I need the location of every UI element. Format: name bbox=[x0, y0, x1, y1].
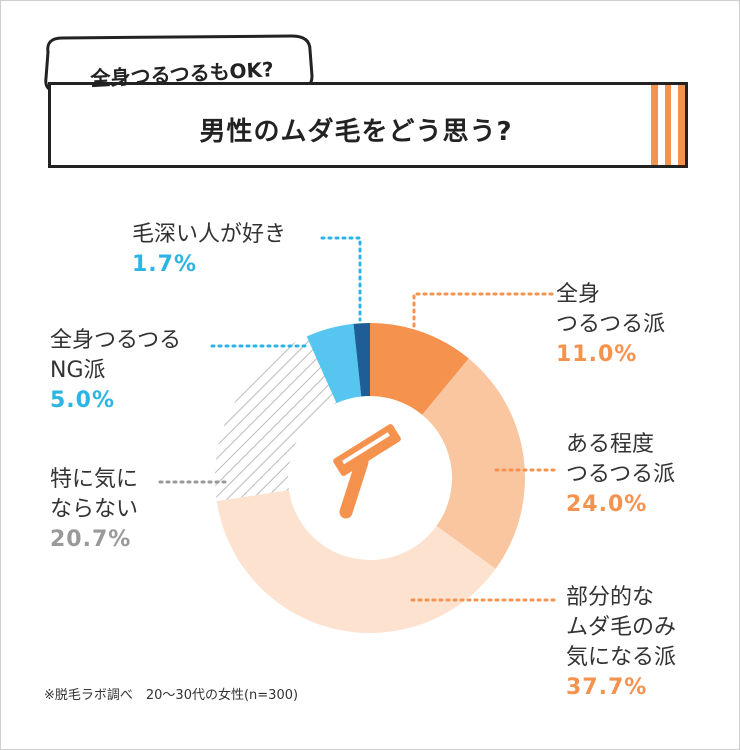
label-zenshin-ng: 全身つるつる NG派 5.0% bbox=[50, 326, 181, 416]
label-line: ムダ毛のみ bbox=[566, 615, 677, 640]
page-title: 男性のムダ毛をどう思う? bbox=[199, 117, 513, 147]
razor-icon bbox=[333, 424, 401, 519]
label-line: 部分的な bbox=[566, 585, 655, 610]
label-line: NG派 bbox=[50, 358, 106, 383]
label-aru-teido: ある程度 つるつる派 24.0% bbox=[566, 430, 675, 520]
title-stripes bbox=[651, 85, 685, 165]
label-line: 全身つるつる bbox=[50, 328, 182, 353]
label-percent: 37.7% bbox=[566, 675, 648, 700]
donut-slice bbox=[370, 323, 469, 415]
donut-slice bbox=[306, 323, 362, 404]
title-box: 男性のムダ毛をどう思う? bbox=[48, 82, 688, 168]
label-line: 気になる派 bbox=[566, 645, 677, 670]
label-percent: 20.7% bbox=[50, 527, 132, 552]
donut-slice bbox=[422, 358, 525, 569]
donut-slice bbox=[215, 336, 337, 502]
label-line: ある程度 bbox=[566, 432, 655, 457]
label-kebukai: 毛深い人が好き 1.7% bbox=[132, 220, 286, 280]
label-percent: 11.0% bbox=[556, 342, 638, 367]
footnote: ※脱毛ラボ調べ 20〜30代の女性(n=300) bbox=[44, 688, 299, 703]
label-zenshin-tsurutsuru: 全身 つるつる派 11.0% bbox=[556, 280, 665, 370]
label-bubunteki: 部分的な ムダ毛のみ 気になる派 37.7% bbox=[566, 583, 676, 703]
label-line: つるつる派 bbox=[556, 312, 666, 337]
label-toku-ni: 特に気に ならない 20.7% bbox=[50, 465, 138, 555]
label-percent: 1.7% bbox=[132, 252, 198, 277]
label-percent: 24.0% bbox=[566, 492, 648, 517]
donut-slice bbox=[216, 490, 496, 633]
label-line: 全身 bbox=[556, 282, 601, 307]
label-line: 特に気に bbox=[50, 467, 139, 492]
label-line: 毛深い人が好き bbox=[132, 222, 287, 247]
label-percent: 5.0% bbox=[50, 388, 116, 413]
label-line: つるつる派 bbox=[566, 462, 676, 487]
leader-line bbox=[412, 292, 554, 342]
label-line: ならない bbox=[50, 497, 139, 522]
donut-slice bbox=[353, 323, 370, 397]
leader-line bbox=[320, 236, 362, 322]
